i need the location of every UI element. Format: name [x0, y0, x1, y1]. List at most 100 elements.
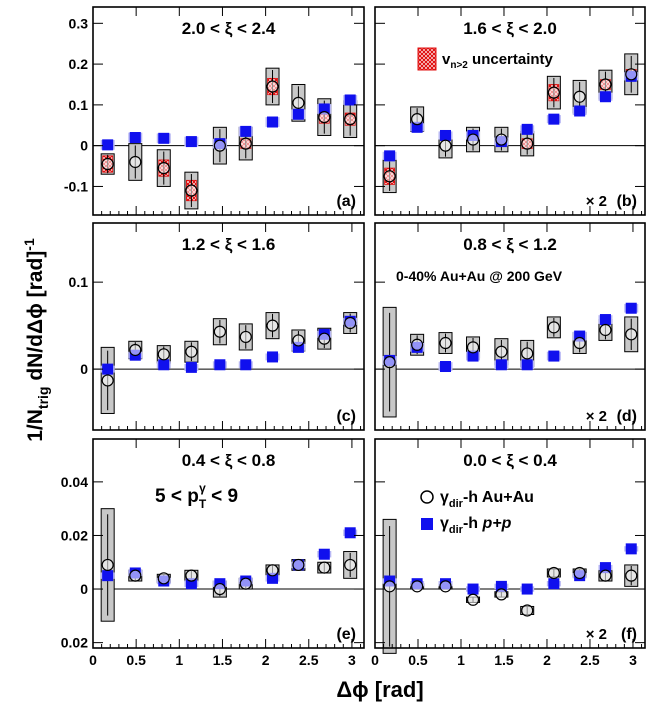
panel-title: 2.0 < ξ < 2.4	[182, 19, 276, 38]
svg-text:γdir-h Au+Au: γdir-h Au+Au	[440, 489, 534, 510]
legend-pp: γdir-h p+p	[421, 515, 512, 536]
pp-point	[521, 583, 533, 595]
auau-point	[129, 155, 142, 169]
auau-point	[213, 139, 226, 152]
auau-point	[439, 580, 452, 593]
panels: 0.3 0.2 0.1 0 -0.1 2.0 < ξ < 2.4 (a) 1.6 < ξ < …	[61, 6, 646, 668]
auau-point	[101, 558, 114, 572]
auau-point	[466, 593, 480, 606]
auau-point	[292, 558, 305, 572]
auau-point	[521, 604, 534, 617]
auau-point	[466, 133, 480, 146]
y-tick-label: 0.1	[69, 274, 89, 290]
pp-point	[548, 350, 560, 362]
auau-point	[266, 80, 279, 93]
y-tick-label: 0	[80, 361, 88, 377]
auau-point	[439, 336, 452, 350]
auau-point	[383, 356, 396, 369]
pp-point	[625, 543, 637, 555]
panel-title: 1.2 < ξ < 1.6	[182, 235, 276, 254]
pp-point	[158, 132, 170, 144]
legend-vn-swatch	[417, 47, 437, 71]
pp-point	[440, 361, 452, 373]
auau-point	[292, 334, 305, 347]
auau-point	[185, 345, 198, 358]
panel-label: (e)	[336, 626, 356, 643]
pp-point	[467, 350, 479, 362]
legend-vn-uncertainty: vn>2 uncertainty	[417, 47, 554, 71]
pp-point	[158, 359, 170, 371]
x-tick-label: 2	[262, 652, 270, 668]
auau-point	[129, 343, 142, 357]
panel-label: (f)	[621, 626, 637, 643]
auau-point	[185, 569, 198, 582]
auau-point	[157, 348, 170, 361]
pp-point	[318, 103, 330, 115]
auau-point	[547, 321, 560, 334]
pp-point	[240, 125, 252, 137]
x-tick-label: 0	[89, 652, 97, 668]
auau-point	[157, 161, 170, 175]
pp-point	[411, 121, 423, 133]
auau-point	[495, 133, 508, 146]
auau-point	[101, 157, 114, 171]
svg-text:γdir-h p+p: γdir-h p+p	[440, 515, 512, 536]
x-tick-label: 1	[457, 652, 465, 668]
auau-point	[411, 338, 424, 351]
x-tick-label: 0.5	[126, 652, 146, 668]
svg-text:vn>2 uncertainty: vn>2 uncertainty	[442, 51, 554, 71]
auau-point	[292, 96, 305, 109]
auau-point	[157, 572, 170, 585]
y-tick-label: 0.2	[69, 56, 89, 72]
pp-point	[495, 580, 507, 592]
pp-point	[267, 572, 279, 584]
auau-point	[266, 564, 279, 577]
auau-point	[318, 111, 331, 124]
auau-point	[411, 113, 424, 126]
panel-title: 0.4 < ξ < 0.8	[182, 451, 276, 470]
auau-point	[213, 325, 226, 338]
pp-point	[384, 150, 396, 162]
panel-title: 0.8 < ξ < 1.2	[463, 235, 557, 254]
pp-point	[344, 527, 356, 539]
pp-point	[267, 116, 279, 128]
y-tick-label: 0.04	[61, 474, 88, 490]
panel-frame	[374, 6, 646, 216]
auau-point	[213, 582, 226, 596]
y-tick-label: 0.02	[61, 635, 88, 651]
x-tick-label: 0.5	[408, 652, 428, 668]
auau-point	[625, 328, 638, 341]
y-tick-label: -0.1	[64, 178, 88, 194]
panel-label: (c)	[336, 408, 356, 425]
pp-point	[625, 302, 637, 314]
pp-point	[574, 330, 586, 342]
pp-point	[548, 578, 560, 590]
x-tick-label: 2	[543, 652, 551, 668]
pp-point	[129, 132, 141, 144]
auau-point	[599, 323, 612, 337]
panel-d: 0.8 < ξ < 1.2 (d) × 2	[374, 222, 646, 431]
x-tick-label: 1	[175, 652, 183, 668]
scale-note: × 2	[586, 626, 607, 643]
y-tick-label: 0	[80, 138, 88, 154]
legend-pp-marker	[421, 518, 433, 530]
auau-point	[547, 566, 560, 580]
pp-point	[344, 94, 356, 106]
panel-frame	[374, 438, 646, 649]
pp-point	[102, 363, 114, 375]
auau-point	[573, 90, 586, 103]
auau-point	[239, 137, 252, 150]
y-axis-label: 1/Ntrig dN/dΔϕ [rad]-1	[21, 238, 51, 442]
panel-b: 1.6 < ξ < 2.0 (b) × 2	[374, 6, 646, 216]
pp-point	[185, 578, 197, 590]
auau-point	[266, 319, 279, 332]
panel-frame	[92, 6, 365, 216]
auau-point	[573, 336, 586, 350]
panel-frame	[374, 222, 646, 431]
pp-point	[185, 136, 197, 148]
y-tick-label: 0.3	[69, 15, 89, 31]
auau-point	[495, 345, 508, 358]
auau-point	[466, 341, 480, 354]
auau-point	[185, 184, 198, 197]
scale-note: × 2	[586, 408, 607, 425]
